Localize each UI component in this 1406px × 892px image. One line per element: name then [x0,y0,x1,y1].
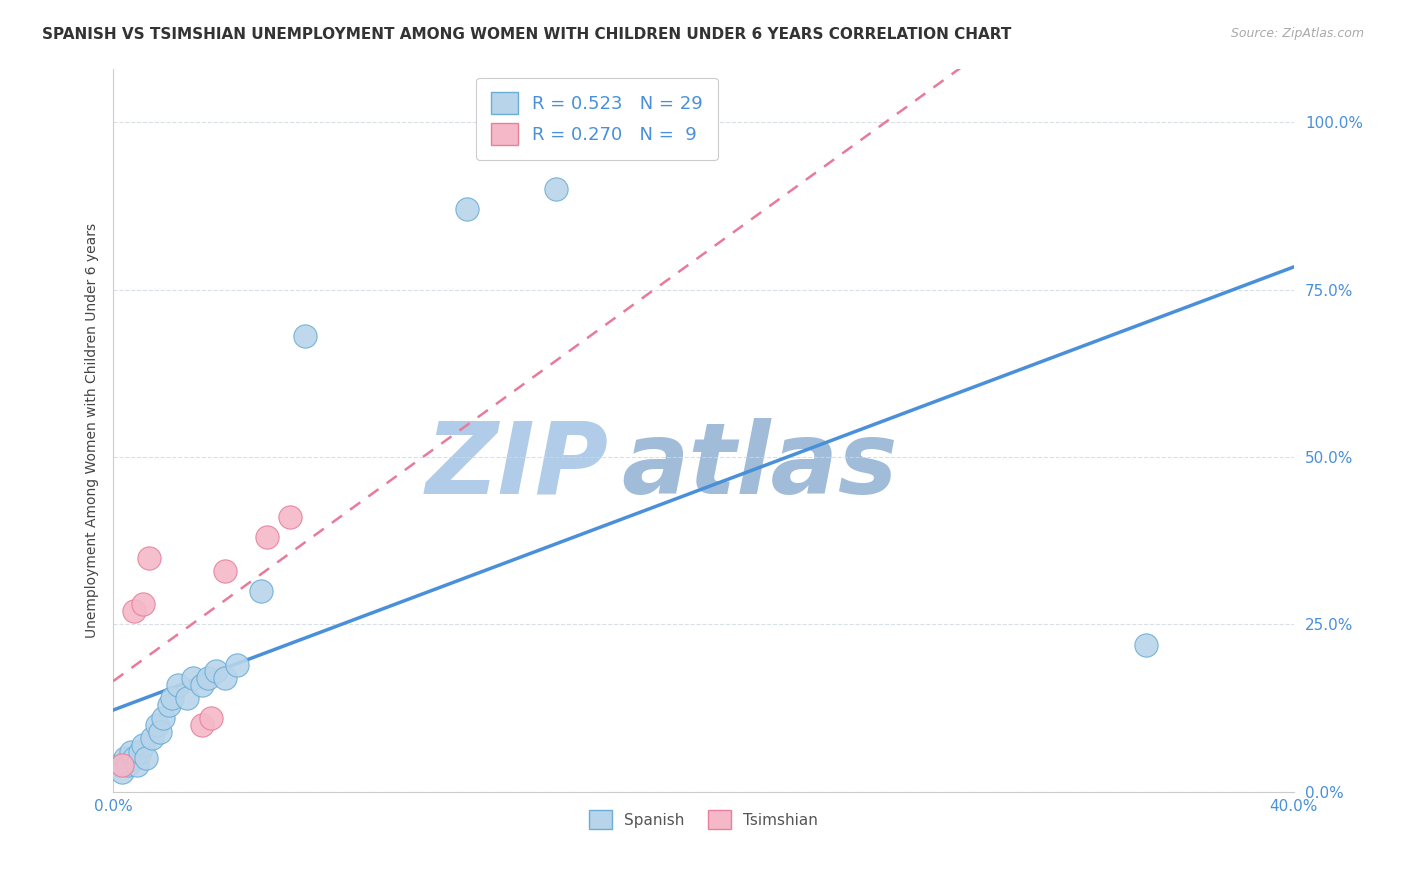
Point [214,671,236,685]
Point [249,584,271,599]
Point [108,758,131,772]
Point [1135,638,1157,652]
Text: ZIP: ZIP [426,418,609,515]
Point [131,738,153,752]
Text: SPANISH VS TSIMSHIAN UNEMPLOYMENT AMONG WOMEN WITH CHILDREN UNDER 6 YEARS CORREL: SPANISH VS TSIMSHIAN UNEMPLOYMENT AMONG … [42,27,1011,42]
Point [117,758,139,772]
Text: atlas: atlas [621,418,897,515]
Point [190,678,212,692]
Point [152,711,174,725]
Point [114,751,136,765]
Point [544,182,567,196]
Point [200,711,222,725]
Point [214,564,236,578]
Point [122,604,145,618]
Point [141,731,163,746]
Point [181,671,204,685]
Point [456,202,478,217]
Point [111,764,134,779]
Point [256,530,278,544]
Point [122,751,145,765]
Point [197,671,219,685]
Text: Source: ZipAtlas.com: Source: ZipAtlas.com [1230,27,1364,40]
Point [125,758,148,772]
Point [138,550,160,565]
Point [190,718,212,732]
Point [278,510,301,524]
Point [149,724,172,739]
Point [120,745,142,759]
Point [167,678,190,692]
Point [226,657,249,672]
Point [111,758,134,772]
Point [128,745,150,759]
Legend: Spanish, Tsimshian: Spanish, Tsimshian [583,804,824,835]
Point [294,329,316,343]
Point [157,698,180,712]
Point [176,691,198,706]
Point [205,665,228,679]
Point [146,718,169,732]
Point [160,691,183,706]
Y-axis label: Unemployment Among Women with Children Under 6 years: Unemployment Among Women with Children U… [86,223,100,638]
Point [135,751,157,765]
Point [131,598,153,612]
